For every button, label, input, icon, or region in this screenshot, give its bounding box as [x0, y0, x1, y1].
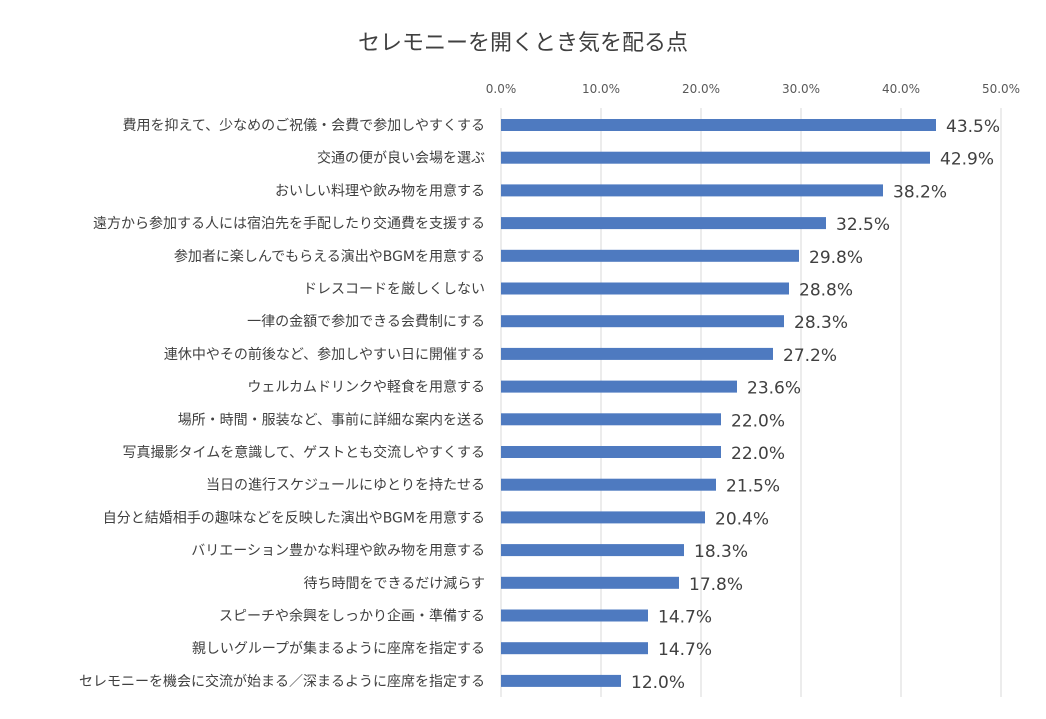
value-label: 43.5% — [946, 117, 1000, 137]
bar — [501, 282, 789, 295]
category-label: 写真撮影タイムを意識して、ゲストとも交流しやすくする — [123, 444, 485, 461]
bar — [501, 413, 721, 426]
bar — [501, 674, 621, 687]
bar — [501, 380, 737, 393]
value-label: 29.8% — [809, 248, 863, 268]
x-tick-label: 10.0% — [582, 82, 620, 96]
x-tick-label: 50.0% — [982, 82, 1020, 96]
category-label: 交通の便が良い会場を選ぶ — [317, 150, 485, 167]
value-label: 22.0% — [731, 411, 785, 431]
value-label: 23.6% — [747, 379, 801, 399]
x-tick-label: 0.0% — [486, 82, 517, 96]
category-label: おいしい料理や飲み物を用意する — [275, 182, 485, 199]
category-label: 費用を抑えて、少なめのご祝儀・会費で参加しやすくする — [123, 117, 485, 134]
value-label: 14.7% — [658, 608, 712, 628]
bar — [501, 446, 721, 458]
category-label: 親しいグループが集まるように座席を指定する — [192, 640, 485, 657]
category-label: 連休中やその前後など、参加しやすい日に開催する — [164, 346, 485, 363]
bar — [501, 544, 684, 557]
bar — [501, 315, 784, 328]
category-label: バリエーション豊かな料理や飲み物を用意する — [191, 542, 485, 559]
bar — [501, 642, 648, 655]
value-label: 21.5% — [726, 477, 780, 497]
x-tick-label: 30.0% — [782, 82, 820, 96]
value-label: 22.0% — [731, 444, 785, 464]
x-tick-label: 20.0% — [682, 82, 720, 96]
value-label: 20.4% — [715, 509, 769, 529]
category-label: セレモニーを機会に交流が始まる／深まるように座席を指定する — [79, 673, 485, 690]
bar — [501, 217, 826, 230]
category-label: ドレスコードを厳しくしない — [303, 282, 485, 298]
bar — [501, 478, 716, 491]
bar — [501, 347, 773, 360]
category-label: ウェルカムドリンクや軽食を用意する — [247, 379, 485, 396]
gridlines — [500, 108, 1002, 697]
category-label: 一律の金額で参加できる会費制にする — [247, 313, 485, 330]
bar — [501, 249, 799, 262]
value-label: 14.7% — [658, 640, 712, 660]
bar — [501, 576, 679, 589]
value-label: 28.8% — [799, 281, 853, 301]
value-label: 38.2% — [893, 182, 947, 202]
x-axis-ticks: 0.0% 10.0% 20.0% 30.0% 40.0% 50.0% — [486, 82, 1020, 96]
value-label: 17.8% — [689, 575, 743, 595]
value-label: 27.2% — [783, 346, 837, 366]
chart-title: セレモニーを開くとき気を配る点 — [358, 31, 688, 56]
value-label: 28.3% — [794, 313, 848, 333]
bars — [501, 119, 936, 687]
bar — [501, 511, 705, 524]
value-label: 42.9% — [940, 150, 994, 170]
value-label: 32.5% — [836, 215, 890, 235]
value-label: 12.0% — [631, 673, 685, 693]
category-label: スピーチや余興をしっかり企画・準備する — [219, 608, 485, 625]
category-label: 場所・時間・服装など、事前に詳細な案内を送る — [178, 411, 485, 428]
category-label: 自分と結婚相手の趣味などを反映した演出やBGMを用意する — [103, 509, 485, 526]
category-labels: 費用を抑えて、少なめのご祝儀・会費で参加しやすくする交通の便が良い会場を選ぶおい… — [79, 117, 485, 690]
value-labels: 43.5% 42.9% 38.2%32.5% 29.8% 28.8% 28.3% 27.2%… — [631, 117, 1000, 693]
category-label: 当日の進行スケジュールにゆとりを持たせる — [206, 478, 485, 494]
category-label: 遠方から参加する人には宿泊先を手配したり交通費を支援する — [93, 215, 485, 232]
bar — [501, 119, 936, 131]
bar — [501, 184, 883, 197]
category-label: 待ち時間をできるだけ減らす — [304, 575, 485, 592]
x-tick-label: 40.0% — [882, 82, 920, 96]
bar — [501, 151, 930, 164]
category-label: 参加者に楽しんでもらえる演出やBGMを用意する — [174, 248, 485, 265]
bar — [501, 609, 648, 622]
value-label: 18.3% — [694, 542, 748, 562]
